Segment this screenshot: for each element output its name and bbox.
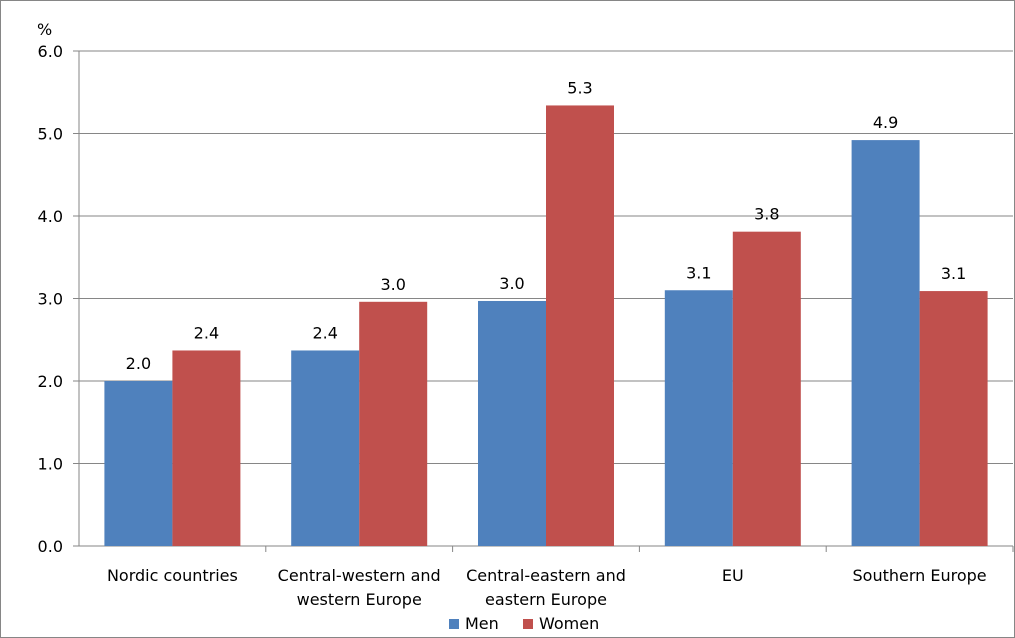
bar-men-0 — [104, 381, 173, 546]
y-tick-label: 3.0 — [38, 290, 63, 309]
y-unit-label: % — [37, 20, 52, 39]
bar-women-1 — [359, 301, 428, 546]
bar-men-4 — [851, 140, 920, 546]
y-tick-label: 4.0 — [38, 207, 63, 226]
legend-label-women: Women — [539, 614, 599, 633]
x-category-label: Southern Europe — [853, 566, 987, 585]
data-label: 2.0 — [126, 354, 151, 373]
data-label: 5.3 — [567, 78, 592, 97]
bar-men-1 — [291, 350, 360, 546]
y-tick-label: 1.0 — [38, 455, 63, 474]
y-tick-label: 2.0 — [38, 372, 63, 391]
bars — [104, 105, 988, 547]
y-tick-label: 5.0 — [38, 125, 63, 144]
bar-women-2 — [546, 105, 614, 546]
legend-swatch-women — [523, 619, 533, 629]
data-label: 2.4 — [312, 323, 337, 342]
legend: Men Women — [449, 614, 599, 633]
x-category-label: eastern Europe — [485, 590, 607, 609]
data-label: 3.0 — [380, 275, 405, 294]
y-tick-label: 6.0 — [38, 42, 63, 61]
x-category-label: Nordic countries — [107, 566, 238, 585]
y-tick-label: 0.0 — [38, 537, 63, 556]
data-label: 3.0 — [499, 274, 524, 293]
data-label: 2.4 — [194, 323, 219, 342]
bar-men-2 — [478, 300, 546, 546]
axes: 0.0 1.0 2.0 3.0 4.0 5.0 6.0% Nordic countries Ce… — [37, 20, 1014, 609]
bar-women-3 — [732, 231, 801, 547]
x-category-label: Central-western and — [278, 566, 441, 585]
x-category-label: EU — [722, 566, 744, 585]
x-category-label: western Europe — [297, 590, 422, 609]
data-label: 3.1 — [941, 264, 966, 283]
x-category-label: Central-eastern and — [466, 566, 626, 585]
data-label: 4.9 — [873, 113, 898, 132]
bar-women-4 — [919, 291, 988, 546]
legend-swatch-men — [449, 619, 459, 629]
data-labels: 2.0 2.4 2.4 3.0 3.0 5.3 3.1 3.8 4.9 3.1 — [126, 78, 967, 373]
data-label: 3.1 — [686, 263, 711, 282]
bar-women-0 — [172, 350, 241, 546]
legend-label-men: Men — [465, 614, 499, 633]
data-label: 3.8 — [754, 205, 779, 224]
bar-men-3 — [664, 290, 733, 546]
